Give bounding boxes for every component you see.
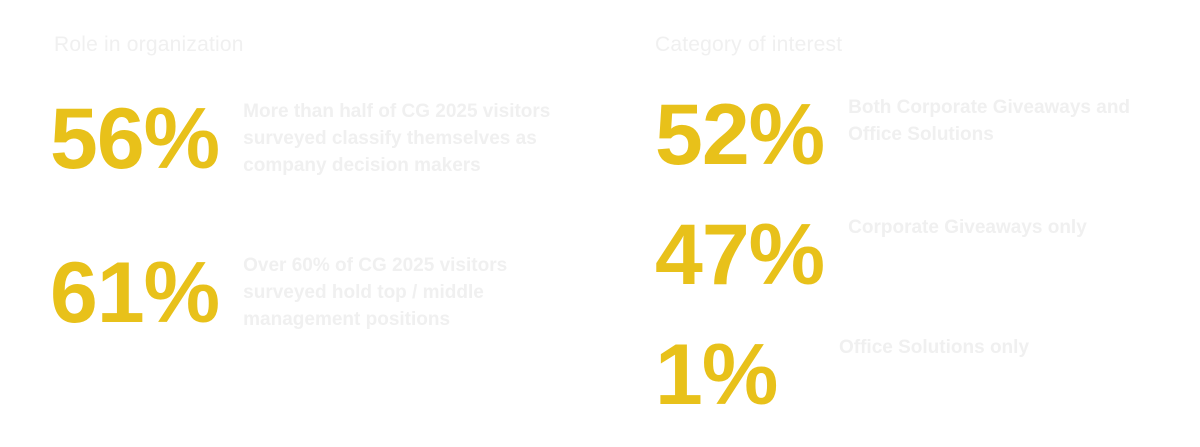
stat-value: 1%	[655, 327, 778, 423]
role-stat-decision-makers: 56% More than half of CG 2025 visitors s…	[50, 96, 588, 182]
stat-description: Over 60% of CG 2025 visitors surveyed ho…	[243, 255, 508, 330]
stat-value: 56%	[50, 91, 220, 187]
stat-description: Corporate Giveaways only	[848, 217, 1087, 238]
category-stat-office-solutions: 1% Office Solutions only	[655, 332, 1159, 418]
category-stat-both: 52% Both Corporate Giveaways and Office …	[655, 92, 1168, 178]
stat-description: Both Corporate Giveaways and Office Solu…	[848, 97, 1131, 145]
role-stat-management: 61% Over 60% of CG 2025 visitors surveye…	[50, 250, 543, 336]
category-stat-giveaways: 47% Corporate Giveaways only	[655, 212, 1168, 298]
stat-description: Office Solutions only	[839, 337, 1030, 358]
category-section-title: Category of interest	[655, 33, 843, 56]
stat-value: 52%	[655, 87, 825, 183]
stat-value: 47%	[655, 207, 825, 303]
role-section-title: Role in organization	[54, 33, 244, 56]
stat-description: More than half of CG 2025 visitors surve…	[243, 101, 551, 176]
stat-value: 61%	[50, 245, 220, 341]
